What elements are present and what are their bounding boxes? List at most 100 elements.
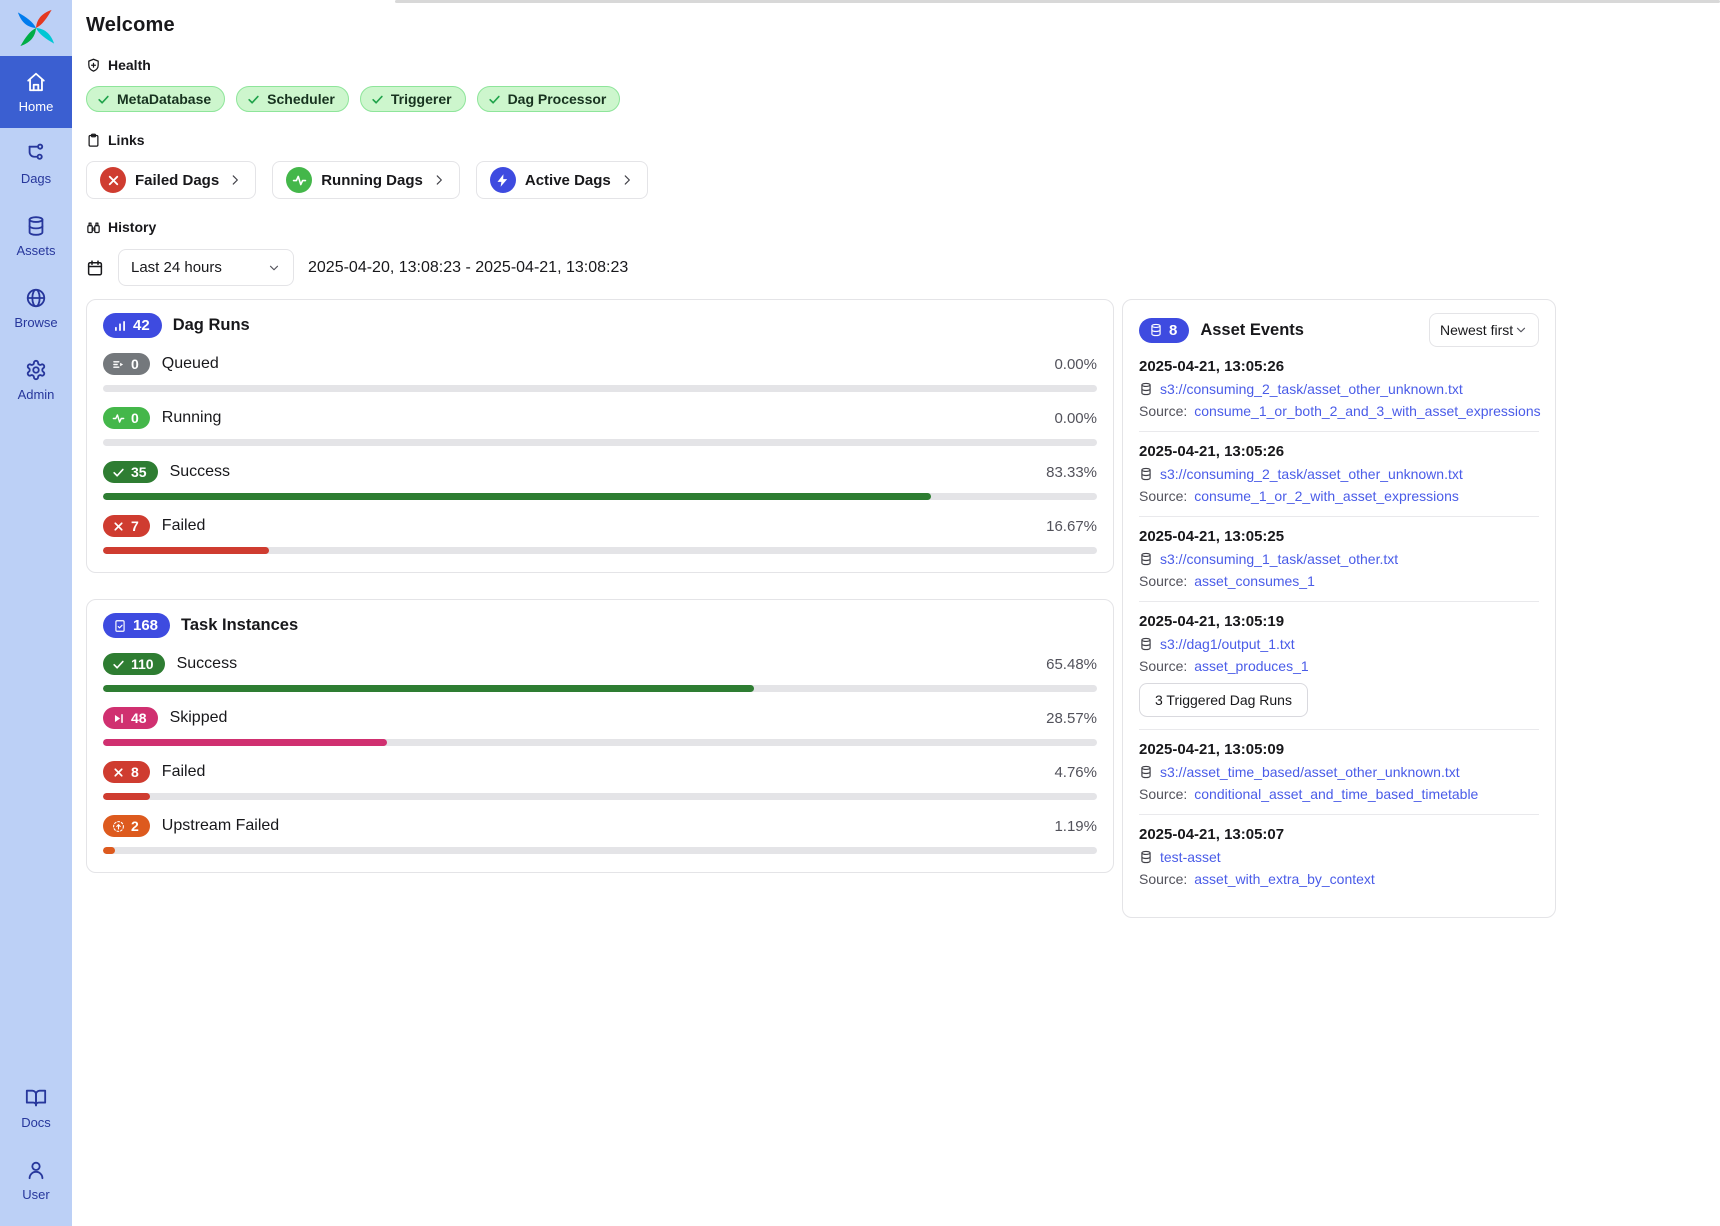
progress-bar-fill [103,685,754,692]
link-button-label: Running Dags [321,171,423,189]
asset-event-item: 2025-04-21, 13:05:26 s3://consuming_2_tas… [1139,432,1539,517]
sidebar-bottom-nav: Docs User [0,1072,72,1226]
asset-event-timestamp: 2025-04-21, 13:05:25 [1139,528,1285,545]
stat-row-skipped: 48 Skipped 28.57% [103,707,1097,746]
docs-icon [25,1087,47,1109]
active-dags-button[interactable]: Active Dags [475,161,648,199]
stat-percent: 0.00% [1054,409,1097,427]
shield-plus-icon [86,58,101,73]
asset-event-uri-link[interactable]: s3://consuming_2_task/asset_other_unknow… [1160,466,1463,482]
stat-row-queued: 0 Queued 0.00% [103,353,1097,392]
asset-event-source-link[interactable]: asset_consumes_1 [1194,573,1315,589]
health-badge-label: Scheduler [267,91,335,107]
asset-event-uri-link[interactable]: s3://consuming_2_task/asset_other_unknow… [1160,381,1463,397]
stat-count-badge: 48 [103,707,158,729]
check-icon [97,93,110,106]
asset-event-source-label: Source: [1139,488,1188,504]
sidebar-item-dags[interactable]: Dags [0,128,72,200]
progress-bar-fill [103,547,269,554]
asset-event-uri-link[interactable]: test-asset [1160,849,1221,865]
stat-label: Failed [161,517,206,534]
history-range-select[interactable]: Last 24 hours [118,249,294,286]
top-scrollbar-track[interactable] [395,0,1720,3]
stat-percent: 28.57% [1046,709,1097,727]
asset-event-uri-link[interactable]: s3://dag1/output_1.txt [1160,636,1295,652]
asset-event-uri-link[interactable]: s3://asset_time_based/asset_other_unknow… [1160,764,1460,780]
sidebar-item-home[interactable]: Home [0,56,72,128]
asset-events-total-badge: 8 [1139,317,1190,343]
database-icon [1149,323,1163,337]
progress-bar [103,739,1097,746]
database-icon [1139,382,1153,396]
database-icon [1139,765,1153,779]
database-icon [1139,637,1153,651]
sidebar-item-browse[interactable]: Browse [0,272,72,344]
check-icon [488,93,501,106]
stat-label: Queued [161,355,219,372]
bar-chart-icon [113,319,127,333]
progress-bar [103,793,1097,800]
stat-count: 0 [131,410,139,426]
stat-count: 0 [131,356,139,372]
asset-event-timestamp: 2025-04-21, 13:05:07 [1139,826,1285,843]
asset-event-source-link[interactable]: asset_produces_1 [1194,658,1309,674]
stat-row-upstream-failed: 2 Upstream Failed 1.19% [103,815,1097,854]
progress-bar-fill [103,847,115,854]
sidebar-item-label: Dags [20,170,52,186]
sidebar-item-docs[interactable]: Docs [0,1072,72,1144]
stat-count-badge: 2 [103,815,150,837]
stat-row-success: 35 Success 83.33% [103,461,1097,500]
asset-event-item: 2025-04-21, 13:05:25 s3://consuming_1_tas… [1139,517,1539,602]
stat-label: Upstream Failed [161,817,280,834]
link-buttons: Failed Dags Running Dags Active Dags [86,161,1720,199]
asset-event-source-label: Source: [1139,573,1188,589]
asset-event-timestamp: 2025-04-21, 13:05:09 [1139,741,1285,758]
health-section-label: Health [108,57,151,73]
task-doc-icon [113,619,127,633]
asset-event-source-link[interactable]: consume_1_or_2_with_asset_expressions [1194,488,1459,504]
main-content: Welcome Health MetaDatabase Scheduler Trig… [72,0,1720,918]
clipboard-icon [86,133,101,148]
stat-count: 8 [131,764,139,780]
stat-count-badge: 0 [103,353,150,375]
stat-count-badge: 7 [103,515,150,537]
stat-count-badge: 35 [103,461,158,483]
asset-event-source-link[interactable]: consume_1_or_both_2_and_3_with_asset_exp… [1194,403,1541,419]
check-icon [112,466,125,479]
airflow-pinwheel-logo[interactable] [0,0,72,56]
sidebar-item-label: Home [18,98,54,114]
stat-percent: 16.67% [1046,517,1097,535]
home-icon [25,71,47,93]
queued-icon [112,358,125,371]
stat-label: Skipped [169,709,228,726]
active-dags-icon [489,167,516,193]
binoculars-icon [86,220,101,235]
progress-bar [103,385,1097,392]
health-badge-scheduler: Scheduler [236,86,349,112]
sidebar-item-assets[interactable]: Assets [0,200,72,272]
history-range-value: Last 24 hours [131,259,222,276]
calendar-icon [86,259,104,277]
asset-events-title: Asset Events [1200,320,1304,339]
sidebar-item-user[interactable]: User [0,1144,72,1216]
stat-percent: 1.19% [1054,817,1097,835]
health-badge-dag-processor: Dag Processor [476,86,621,112]
failed-dags-button[interactable]: Failed Dags [86,161,257,199]
running-dags-button[interactable]: Running Dags [272,161,460,199]
sidebar-item-admin[interactable]: Admin [0,344,72,416]
asset-event-source-link[interactable]: asset_with_extra_by_context [1194,871,1375,887]
health-badge-label: Dag Processor [507,91,607,107]
link-button-label: Failed Dags [135,171,220,189]
asset-event-source-link[interactable]: conditional_asset_and_time_based_timetab… [1194,786,1479,802]
triggered-dag-runs-button[interactable]: 3 Triggered Dag Runs [1139,683,1308,717]
chevron-right-icon [620,173,634,187]
health-badge-metadatabase: MetaDatabase [86,86,226,112]
asset-event-source-label: Source: [1139,403,1188,419]
asset-event-item: 2025-04-21, 13:05:26 s3://consuming_2_tas… [1139,347,1541,432]
asset-events-sort-select[interactable]: Newest first [1429,313,1539,347]
dag-runs-total: 42 [133,317,150,334]
asset-event-uri-link[interactable]: s3://consuming_1_task/asset_other.txt [1160,551,1399,567]
stat-count: 35 [131,464,147,480]
links-section: Links Failed Dags Running Dags Active Dags [86,132,1720,199]
chevron-right-icon [228,173,242,187]
